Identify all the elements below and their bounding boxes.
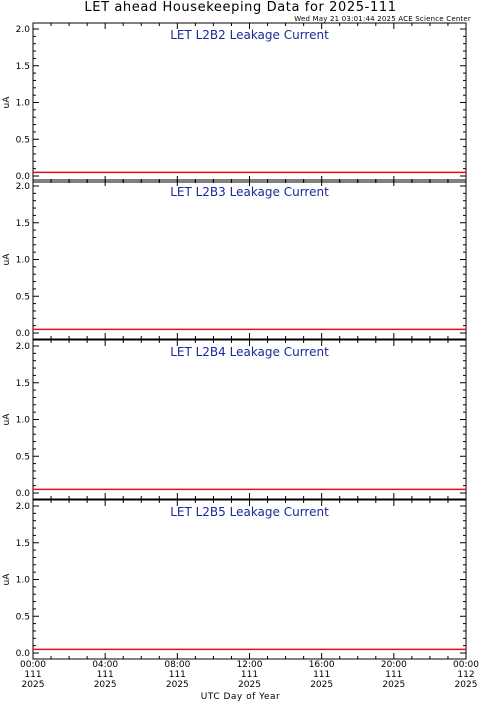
x-tick-label-doy: 112 xyxy=(457,670,474,680)
page-title: LET ahead Housekeeping Data for 2025-111 xyxy=(84,0,397,15)
panel-frame xyxy=(32,22,467,183)
x-tick-label-doy: 111 xyxy=(241,670,258,680)
y-tick-label: 0.0 xyxy=(16,489,31,499)
y-tick-label: 2.0 xyxy=(16,342,31,352)
panel-frame xyxy=(32,339,467,500)
y-axis-label: uA xyxy=(2,253,12,266)
panel-title: LET L2B2 Leakage Current xyxy=(170,28,329,42)
panel-frame xyxy=(32,179,467,340)
y-tick-label: 1.0 xyxy=(16,256,31,266)
x-axis-title: UTC Day of Year xyxy=(200,692,281,702)
y-tick-label: 0.5 xyxy=(16,292,30,302)
x-tick-label-year: 2025 xyxy=(238,680,261,690)
panel-title: LET L2B5 Leakage Current xyxy=(170,505,329,519)
x-tick-label-time: 16:00 xyxy=(309,660,335,670)
y-tick-label: 1.0 xyxy=(16,576,31,586)
x-tick-label-year: 2025 xyxy=(94,680,117,690)
x-tick-label-time: 00:00 xyxy=(20,660,46,670)
y-tick-label: 0.5 xyxy=(16,452,30,462)
y-tick-label: 0.5 xyxy=(16,135,30,145)
y-tick-label: 0.0 xyxy=(16,172,31,182)
x-tick-label-time: 12:00 xyxy=(237,660,263,670)
y-tick-label: 1.5 xyxy=(16,539,30,549)
y-tick-label: 0.0 xyxy=(16,649,31,659)
x-tick-label-year: 2025 xyxy=(310,680,333,690)
y-tick-label: 1.0 xyxy=(16,99,31,109)
y-tick-label: 1.5 xyxy=(16,62,30,72)
x-tick-label-year: 2025 xyxy=(166,680,189,690)
generation-timestamp: Wed May 21 03:01:44 2025 ACE Science Cen… xyxy=(294,15,471,23)
y-axis-label: uA xyxy=(2,96,12,109)
y-tick-label: 1.5 xyxy=(16,219,30,229)
x-tick-label-doy: 111 xyxy=(97,670,114,680)
y-tick-label: 2.0 xyxy=(16,182,31,192)
x-tick-label-doy: 111 xyxy=(385,670,402,680)
x-tick-label-doy: 111 xyxy=(24,670,41,680)
x-tick-label-year: 2025 xyxy=(382,680,405,690)
y-tick-label: 1.0 xyxy=(16,416,31,426)
y-tick-label: 2.0 xyxy=(16,25,31,35)
x-tick-label-doy: 111 xyxy=(313,670,330,680)
y-tick-label: 2.0 xyxy=(16,502,31,512)
x-tick-label-time: 00:00 xyxy=(453,660,479,670)
x-tick-label-year: 2025 xyxy=(22,680,45,690)
panel-title: LET L2B3 Leakage Current xyxy=(170,185,329,199)
y-tick-label: 0.5 xyxy=(16,612,30,622)
x-tick-label-doy: 111 xyxy=(169,670,186,680)
y-axis-label: uA xyxy=(2,573,12,586)
y-tick-label: 0.0 xyxy=(16,329,31,339)
y-axis-label: uA xyxy=(2,413,12,426)
x-tick-label-time: 08:00 xyxy=(164,660,190,670)
x-tick-label-time: 04:00 xyxy=(92,660,118,670)
y-tick-label: 1.5 xyxy=(16,379,30,389)
x-tick-label-year: 2025 xyxy=(455,680,478,690)
panel-title: LET L2B4 Leakage Current xyxy=(170,345,329,359)
x-tick-label-time: 20:00 xyxy=(381,660,407,670)
panel-frame xyxy=(32,499,467,660)
